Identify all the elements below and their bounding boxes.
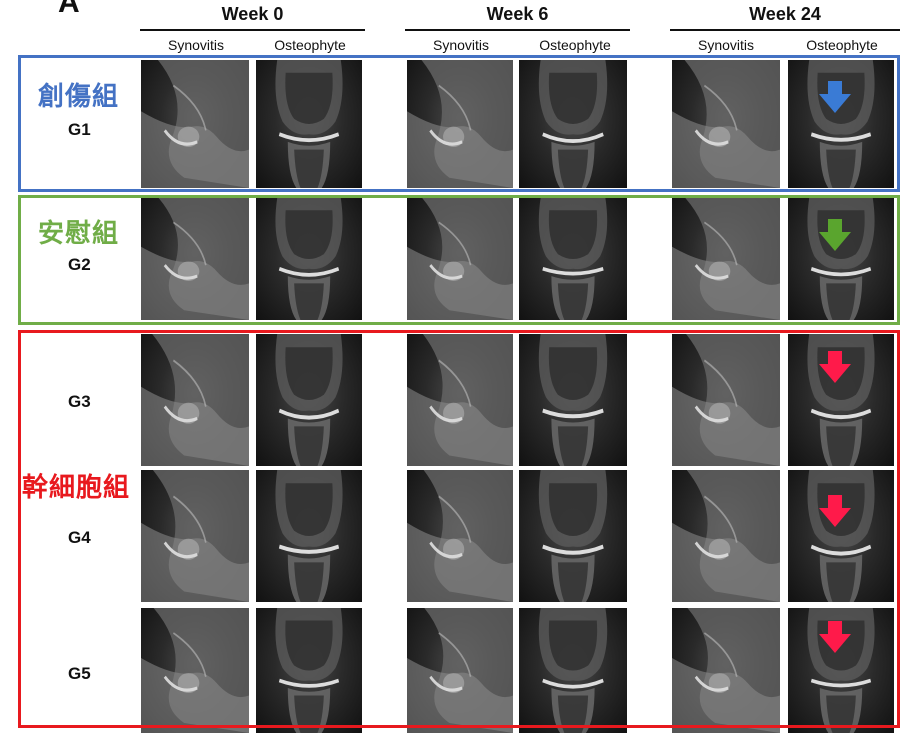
row-label-g2: G2	[68, 255, 91, 274]
week-24-header: Week 24	[749, 4, 821, 24]
week-0-header: Week 0	[221, 4, 284, 24]
mri-g5-w0-osteophyte	[256, 608, 362, 733]
mri-g2-w24-synovitis	[672, 198, 780, 320]
row-label-g1: G1	[68, 120, 91, 139]
mri-g1-w6-synovitis	[407, 60, 513, 188]
mri-g3-w6-osteophyte	[519, 334, 627, 466]
mri-g3-w0-synovitis	[141, 334, 249, 466]
sub-osteophyte-w0: Osteophyte	[274, 37, 346, 53]
mri-g4-w6-osteophyte	[519, 470, 627, 602]
placebo-group-box	[18, 195, 900, 325]
mri-g1-w0-osteophyte	[256, 60, 362, 188]
mri-g5-w6-synovitis	[407, 608, 513, 733]
panel-letter: A	[58, 0, 80, 19]
sub-osteophyte-w24: Osteophyte	[806, 37, 878, 53]
mri-g5-w24-osteophyte	[788, 608, 894, 733]
mri-g3-w24-synovitis	[672, 334, 780, 466]
sub-osteophyte-w6: Osteophyte	[539, 37, 611, 53]
week-6-rule	[405, 29, 630, 31]
mri-g2-w0-osteophyte	[256, 198, 362, 320]
arrow-down-icon	[819, 621, 851, 653]
mri-g4-w24-synovitis	[672, 470, 780, 602]
placebo-group-title: 安慰組	[38, 218, 120, 248]
arrow-down-icon	[819, 495, 851, 527]
injury-group-title: 創傷組	[38, 81, 120, 111]
arrow-down-icon	[819, 81, 851, 113]
injury-group-box	[18, 55, 900, 192]
week-24-rule	[670, 29, 900, 31]
mri-g2-w6-osteophyte	[519, 198, 627, 320]
mri-g5-w24-synovitis	[672, 608, 780, 733]
week-6-header: Week 6	[486, 4, 549, 24]
mri-g3-w0-osteophyte	[256, 334, 362, 466]
mri-g2-w6-synovitis	[407, 198, 513, 320]
mri-g2-w24-osteophyte	[788, 198, 894, 320]
sub-synovitis-w0: Synovitis	[167, 37, 225, 53]
mri-g4-w0-synovitis	[141, 470, 249, 602]
row-label-g3: G3	[68, 392, 91, 411]
mri-g2-w0-synovitis	[141, 198, 249, 320]
mri-g1-w6-osteophyte	[519, 60, 627, 188]
row-label-g4: G4	[68, 528, 91, 547]
mri-g3-w6-synovitis	[407, 334, 513, 466]
arrow-down-icon	[819, 351, 851, 383]
mri-g4-w0-osteophyte	[256, 470, 362, 602]
mri-g1-w24-synovitis	[672, 60, 780, 188]
mri-g5-w6-osteophyte	[519, 608, 627, 733]
sub-synovitis-w24: Synovitis	[697, 37, 755, 53]
stem-cell-group-box	[18, 330, 900, 728]
row-label-g5: G5	[68, 664, 91, 683]
arrow-down-icon	[819, 219, 851, 251]
mri-g1-w0-synovitis	[141, 60, 249, 188]
sub-synovitis-w6: Synovitis	[432, 37, 490, 53]
stem-cell-group-title: 幹細胞組	[22, 472, 131, 502]
mri-g5-w0-synovitis	[141, 608, 249, 733]
week-0-rule	[140, 29, 365, 31]
mri-g4-w6-synovitis	[407, 470, 513, 602]
